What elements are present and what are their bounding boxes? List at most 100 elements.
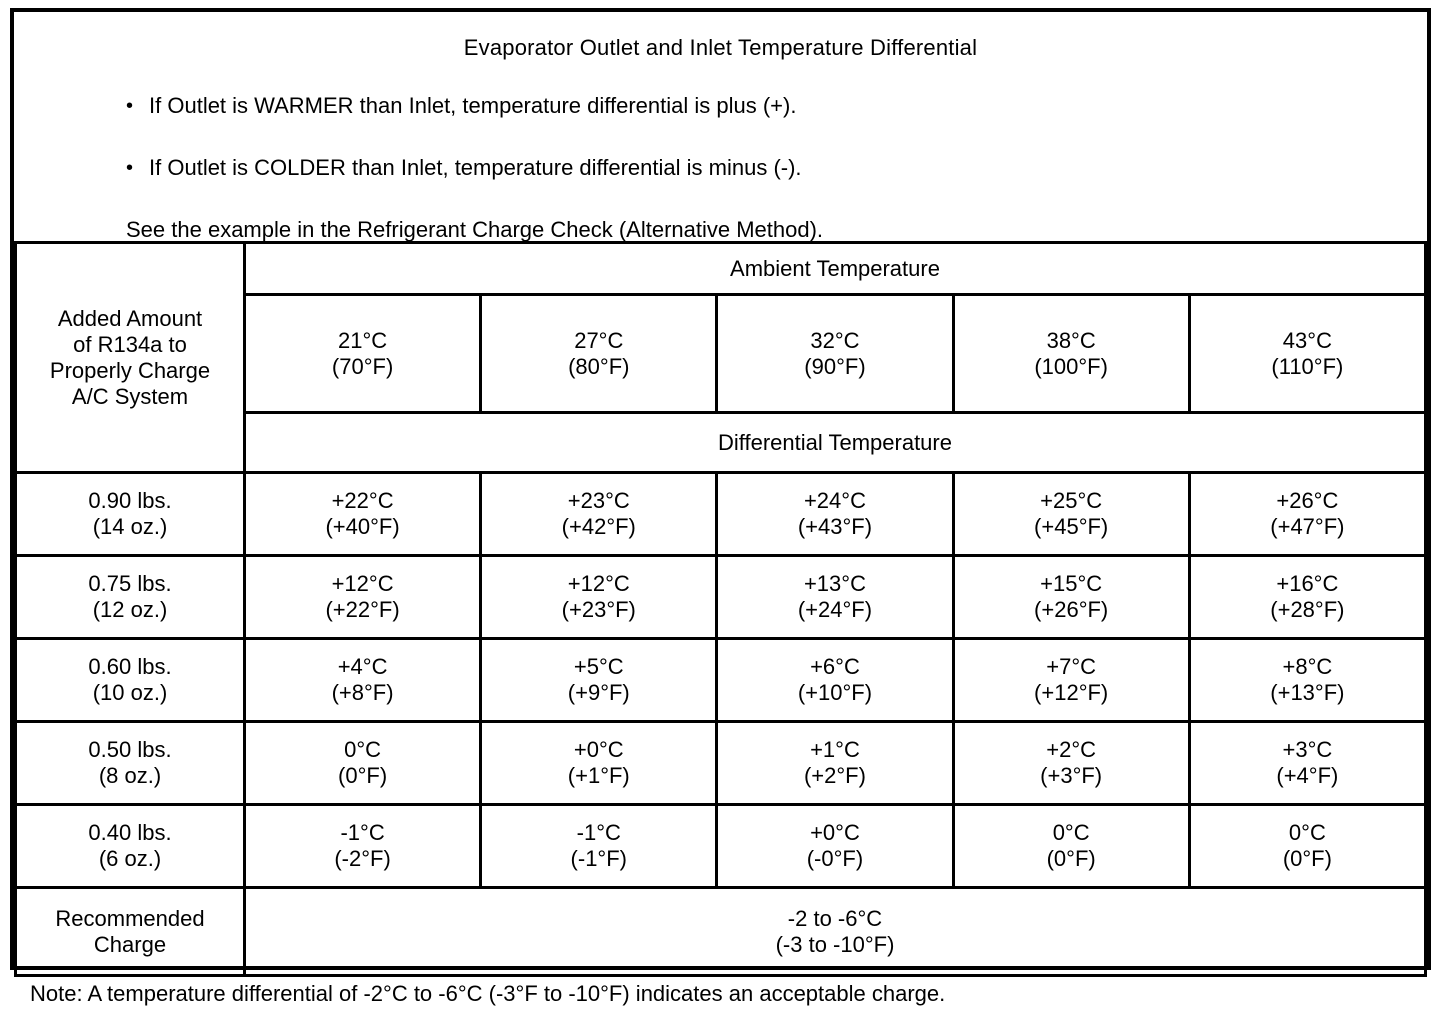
temp-f: (-1°F) [570,846,627,871]
recommended-charge-value: -2 to -6°C (-3 to -10°F) [243,886,1427,977]
temp-c: +4°C [337,654,388,679]
column-header-27c: 27°C (80°F) [479,293,719,414]
temp-c: +8°C [1282,654,1333,679]
temp-c: +12°C [567,571,630,596]
data-cell: +23°C (+42°F) [479,471,719,557]
temp-f: (+2°F) [803,763,866,788]
temp-f: (+26°F) [1034,597,1109,622]
amount-oz: (6 oz.) [98,846,162,871]
temp-c: +16°C [1276,571,1339,596]
table-row-recommended-charge: Recommended Charge -2 to -6°C (-3 to -10… [14,886,1427,977]
temp-f: (+9°F) [567,680,630,705]
temp-c: 32°C [810,327,860,353]
amount-lbs: 0.40 lbs. [88,820,172,845]
differential-temperature-header: Differential Temperature [243,411,1427,474]
temp-c: -2 to -6°C [787,905,883,931]
temp-f: (+1°F) [567,763,630,788]
data-cell: -1°C (-2°F) [242,803,483,889]
data-cell: +25°C (+45°F) [951,471,1191,557]
temp-f: (+24°F) [797,597,873,622]
temp-f: (90°F) [804,353,866,379]
row-label: 0.60 lbs. (10 oz.) [14,637,246,723]
data-cell: +12°C (+22°F) [242,554,483,640]
data-cell: +24°C (+43°F) [715,471,955,557]
row-label: 0.40 lbs. (6 oz.) [14,803,246,889]
temp-f: (+40°F) [325,514,400,539]
temp-f: (80°F) [568,353,630,379]
table-row-060lbs: 0.60 lbs. (10 oz.) +4°C (+8°F) +5°C (+9°… [14,637,1428,723]
see-example-text: See the example in the Refrigerant Charg… [126,217,824,241]
data-cell: +13°C (+24°F) [715,554,955,640]
temp-c: 0°C [1052,820,1090,845]
temp-f: (0°F) [338,763,388,788]
temp-c: 21°C [338,327,388,353]
amount-oz: (10 oz.) [92,680,168,705]
temp-f: (+4°F) [1276,763,1339,788]
temp-f: (+8°F) [331,680,394,705]
temp-f: (+3°F) [1040,763,1103,788]
temp-c: +1°C [810,737,860,762]
temp-f: (-3 to -10°F) [775,931,895,957]
bullet-text: If Outlet is COLDER than Inlet, temperat… [149,155,802,180]
column-header-38c: 38°C (100°F) [951,293,1191,414]
temp-f: (100°F) [1034,353,1108,379]
temp-c: +3°C [1282,737,1333,762]
bullet-text: If Outlet is WARMER than Inlet, temperat… [149,93,797,118]
temp-c: +25°C [1040,488,1103,513]
temp-c: +26°C [1276,488,1339,513]
temp-c: +24°C [803,488,866,513]
amount-lbs: 0.60 lbs. [88,654,172,679]
document-panel: Evaporator Outlet and Inlet Temperature … [10,8,1431,977]
temp-c: 43°C [1282,327,1332,353]
temp-c: +5°C [573,654,624,679]
bullet-icon: • [126,157,134,179]
row-header-added-amount: Added Amount of R134a to Properly Charge… [14,241,246,474]
table-row-050lbs: 0.50 lbs. (8 oz.) 0°C (0°F) +0°C (+1°F) … [14,720,1428,806]
bullet-item-colder: • If Outlet is COLDER than Inlet, temper… [126,154,1397,183]
data-cell: +0°C (+1°F) [479,720,719,806]
temp-f: (+45°F) [1034,514,1109,539]
data-cell: +2°C (+3°F) [951,720,1191,806]
temp-f: (0°F) [1046,846,1096,871]
temp-c: -1°C [576,820,621,845]
data-cell: -1°C (-1°F) [479,803,719,889]
temp-f: (+10°F) [797,680,873,705]
temp-c: +6°C [810,654,860,679]
row-label: 0.50 lbs. (8 oz.) [14,720,246,806]
data-cell: +8°C (+13°F) [1187,637,1428,723]
data-cell: +6°C (+10°F) [715,637,955,723]
data-cell: 0°C (0°F) [1187,803,1428,889]
row-label: 0.90 lbs. (14 oz.) [14,471,246,557]
amount-oz: (14 oz.) [92,514,168,539]
data-cell: 0°C (0°F) [951,803,1191,889]
temp-c: 38°C [1046,327,1096,353]
data-cell: 0°C (0°F) [242,720,483,806]
temp-c: +15°C [1040,571,1103,596]
table-row-075lbs: 0.75 lbs. (12 oz.) +12°C (+22°F) +12°C (… [14,554,1428,640]
data-cell: +1°C (+2°F) [715,720,955,806]
column-header-43c: 43°C (110°F) [1187,293,1428,414]
row-label: 0.75 lbs. (12 oz.) [14,554,246,640]
amount-lbs: 0.75 lbs. [88,571,172,596]
temp-f: (-2°F) [334,846,391,871]
temp-c: +23°C [567,488,630,513]
temp-c: +7°C [1046,654,1097,679]
temp-c: -1°C [340,820,385,845]
temp-f: (70°F) [331,353,394,379]
temp-f: (+23°F) [561,597,636,622]
data-cell: +0°C (-0°F) [715,803,955,889]
page-title: Evaporator Outlet and Inlet Temperature … [463,35,978,60]
temp-c: +0°C [810,820,860,845]
temp-c: 27°C [574,327,624,353]
temp-f: (110°F) [1271,353,1344,379]
ambient-temperature-header: Ambient Temperature [243,241,1427,296]
temp-f: (+13°F) [1270,680,1345,705]
temp-f: (+28°F) [1270,597,1345,622]
footnote: Note: A temperature differential of -2°C… [30,981,946,1006]
temp-f: (+43°F) [797,514,873,539]
column-header-32c: 32°C (90°F) [715,293,955,414]
temp-c: 0°C [344,737,382,762]
temp-c: 0°C [1288,820,1326,845]
data-cell: +15°C (+26°F) [951,554,1191,640]
amount-oz: (12 oz.) [92,597,168,622]
